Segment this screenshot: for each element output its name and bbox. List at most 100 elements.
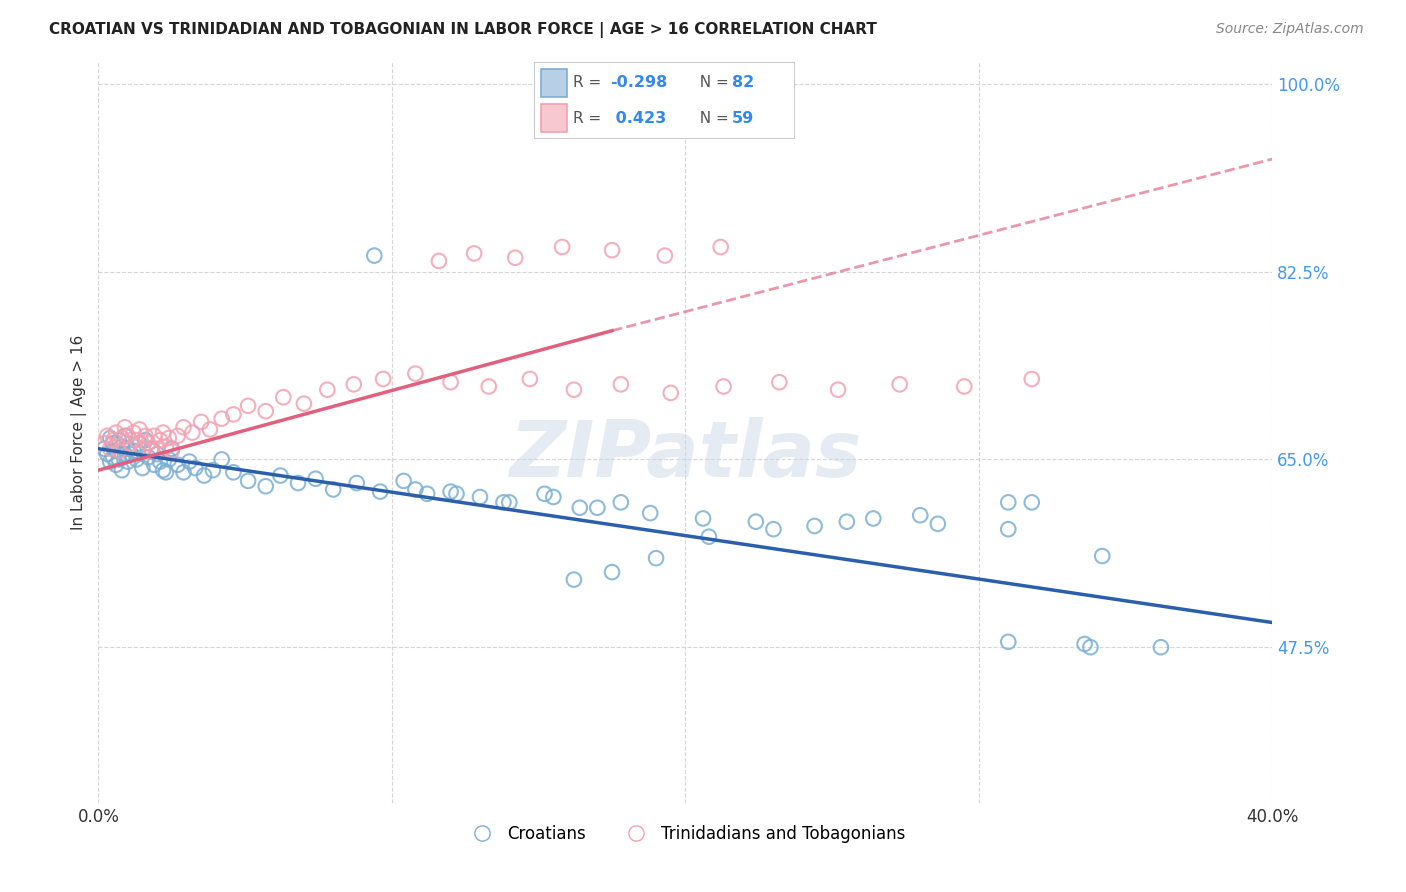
Point: [562, 383, 585, 397]
Point: [273, 390, 295, 404]
Point: [713, 379, 735, 393]
Point: [146, 447, 169, 461]
Point: [745, 515, 768, 529]
Point: [120, 447, 142, 461]
Point: [96, 429, 118, 443]
Point: [117, 429, 139, 443]
Point: [125, 452, 148, 467]
Point: [122, 425, 145, 440]
Point: [155, 466, 177, 480]
Point: [910, 508, 932, 523]
Point: [181, 425, 204, 440]
Text: ZIPatlas: ZIPatlas: [509, 417, 862, 493]
Point: [997, 635, 1019, 649]
Point: [997, 522, 1019, 536]
Text: R =: R =: [574, 75, 606, 90]
Bar: [541, 69, 567, 96]
Point: [1080, 640, 1102, 655]
Text: Source: ZipAtlas.com: Source: ZipAtlas.com: [1216, 22, 1364, 37]
Point: [768, 375, 790, 389]
Point: [468, 490, 491, 504]
Y-axis label: In Labor Force | Age > 16: In Labor Force | Age > 16: [72, 335, 87, 530]
Point: [1150, 640, 1173, 655]
Point: [134, 429, 156, 443]
Point: [346, 476, 368, 491]
Point: [610, 377, 633, 392]
Point: [543, 490, 565, 504]
Text: N =: N =: [690, 111, 734, 126]
Point: [160, 443, 183, 458]
Point: [108, 443, 131, 458]
Point: [343, 377, 366, 392]
Point: [105, 458, 128, 472]
Point: [404, 367, 426, 381]
Point: [927, 516, 949, 531]
Point: [98, 454, 121, 468]
Point: [568, 500, 591, 515]
Point: [222, 408, 245, 422]
Point: [166, 429, 188, 443]
Point: [1021, 495, 1043, 509]
Legend: Croatians, Trinidadians and Tobagonians: Croatians, Trinidadians and Tobagonians: [458, 819, 912, 850]
Point: [371, 372, 394, 386]
Point: [211, 411, 233, 425]
Bar: [541, 104, 567, 132]
Point: [125, 433, 148, 447]
Text: N =: N =: [690, 75, 734, 90]
Point: [427, 254, 450, 268]
Point: [446, 487, 468, 501]
Point: [254, 404, 277, 418]
Point: [762, 522, 785, 536]
Point: [439, 375, 461, 389]
Point: [149, 454, 172, 468]
Point: [173, 420, 195, 434]
Point: [211, 452, 233, 467]
Point: [827, 383, 849, 397]
Point: [654, 249, 676, 263]
Point: [254, 479, 277, 493]
Point: [503, 251, 526, 265]
Point: [173, 466, 195, 480]
Point: [136, 436, 159, 450]
Point: [463, 246, 485, 260]
Point: [105, 425, 128, 440]
Point: [143, 458, 166, 472]
Point: [146, 442, 169, 456]
Text: 82: 82: [733, 75, 754, 90]
Point: [498, 495, 520, 509]
Point: [392, 474, 415, 488]
Point: [889, 377, 911, 392]
Point: [149, 433, 172, 447]
Point: [236, 399, 259, 413]
Point: [659, 385, 682, 400]
Point: [835, 515, 858, 529]
Point: [114, 429, 136, 443]
Point: [292, 397, 315, 411]
Point: [638, 506, 661, 520]
Point: [610, 495, 633, 509]
Point: [111, 440, 134, 454]
Point: [439, 484, 461, 499]
Point: [128, 436, 150, 450]
Point: [114, 420, 136, 434]
Point: [193, 468, 215, 483]
Point: [160, 442, 183, 456]
Point: [131, 442, 153, 456]
Point: [96, 447, 118, 461]
Point: [184, 461, 207, 475]
Point: [269, 468, 291, 483]
Text: R =: R =: [574, 111, 612, 126]
Point: [141, 443, 163, 458]
Text: CROATIAN VS TRINIDADIAN AND TOBAGONIAN IN LABOR FORCE | AGE > 16 CORRELATION CHA: CROATIAN VS TRINIDADIAN AND TOBAGONIAN I…: [49, 22, 877, 38]
Point: [519, 372, 541, 386]
Point: [1021, 372, 1043, 386]
Point: [105, 443, 128, 458]
Point: [533, 487, 555, 501]
Point: [98, 431, 121, 445]
Point: [1073, 637, 1095, 651]
Point: [416, 487, 439, 501]
Point: [141, 442, 163, 456]
Point: [122, 443, 145, 458]
Point: [166, 458, 188, 472]
Point: [600, 565, 623, 579]
